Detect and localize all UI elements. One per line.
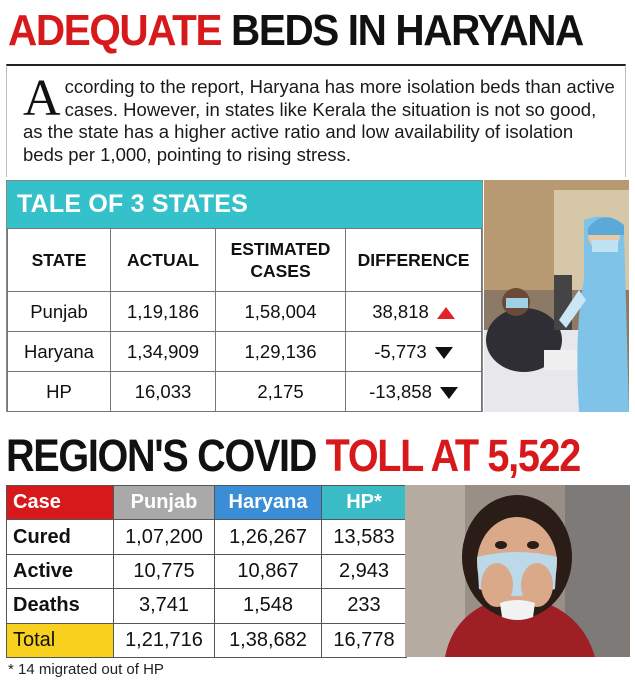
headline-beds-part2: BEDS IN HARYANA — [230, 6, 584, 55]
t2-haryana: 1,548 — [214, 588, 322, 624]
t1-estimated: 1,58,004 — [215, 291, 346, 332]
t2-punjab: 10,775 — [113, 553, 215, 590]
tale-of-3-states-table: TALE OF 3 STATES STATE ACTUAL ESTIMATED … — [6, 180, 483, 412]
black-down-triangle-icon — [439, 386, 458, 399]
t2-haryana: 1,38,682 — [214, 622, 322, 658]
t2-label: Cured — [6, 519, 114, 555]
t2-punjab: 1,07,200 — [113, 519, 215, 555]
t2-label: Active — [6, 553, 114, 590]
t2-hp: 2,943 — [321, 553, 407, 590]
headline-beds: ADEQUATE BEDS IN HARYANA — [8, 6, 584, 56]
t1-header-state: STATE — [7, 228, 111, 292]
headline-toll-part2: TOLL AT 5,522 — [325, 430, 582, 481]
child-with-mask-photo — [405, 485, 630, 657]
table-row: Deaths 3,741 1,548 233 — [6, 588, 407, 624]
t2-hp: 13,583 — [321, 519, 407, 555]
t2-label: Deaths — [6, 588, 114, 624]
t2-label-total: Total — [6, 622, 114, 658]
table-row: Punjab 1,19,186 1,58,004 38,818 — [7, 291, 482, 332]
table-row: Haryana 1,34,909 1,29,136 -5,773 — [7, 331, 482, 372]
t1-header-estimated: ESTIMATED CASES — [215, 228, 346, 292]
t2-header-haryana: Haryana — [214, 484, 322, 521]
t2-punjab: 1,21,716 — [113, 622, 215, 658]
t1-actual: 1,19,186 — [110, 291, 216, 332]
headline-toll-part1: REGION'S COVID — [6, 430, 317, 481]
t2-haryana: 1,26,267 — [214, 519, 322, 555]
red-up-triangle-icon — [436, 306, 455, 319]
intro-text: ccording to the report, Haryana has more… — [23, 76, 615, 165]
t1-estimated: 1,29,136 — [215, 331, 346, 372]
t1-difference: -13,858 — [369, 380, 432, 402]
t2-punjab: 3,741 — [113, 588, 215, 624]
t1-header-actual: ACTUAL — [110, 228, 216, 292]
t1-estimated: 2,175 — [215, 371, 346, 412]
t2-haryana: 10,867 — [214, 553, 322, 590]
t2-header-punjab: Punjab — [113, 484, 215, 521]
t2-header-case: Case — [6, 484, 114, 521]
table1-title: TALE OF 3 STATES — [7, 181, 482, 228]
t1-state: Haryana — [7, 331, 111, 372]
table-row: HP 16,033 2,175 -13,858 — [7, 371, 482, 412]
t1-difference-cell: 38,818 — [345, 291, 482, 332]
black-down-triangle-icon — [434, 346, 453, 359]
t1-actual: 1,34,909 — [110, 331, 216, 372]
covid-toll-table: Case Punjab Haryana HP* Cured 1,07,200 1… — [6, 484, 407, 658]
headline-beds-part1: ADEQUATE — [8, 6, 222, 55]
t1-state: Punjab — [7, 291, 111, 332]
hospital-patient-photo — [484, 180, 629, 412]
drop-cap: A — [23, 70, 61, 127]
t2-header-hp: HP* — [321, 484, 407, 521]
t1-difference: 38,818 — [372, 300, 429, 322]
t1-actual: 16,033 — [110, 371, 216, 412]
footnote: * 14 migrated out of HP — [8, 661, 164, 678]
headline-covid-toll: REGION'S COVID TOLL AT 5,522 — [6, 430, 581, 482]
table-row: Cured 1,07,200 1,26,267 13,583 — [6, 519, 407, 555]
t1-difference-cell: -13,858 — [345, 371, 482, 412]
table-row: Total 1,21,716 1,38,682 16,778 — [6, 622, 407, 658]
t2-hp: 233 — [321, 588, 407, 624]
t1-state: HP — [7, 371, 111, 412]
t1-difference-cell: -5,773 — [345, 331, 482, 372]
t1-difference: -5,773 — [374, 340, 427, 362]
intro-paragraph: A ccording to the report, Haryana has mo… — [6, 64, 626, 177]
table-row: Active 10,775 10,867 2,943 — [6, 553, 407, 590]
t1-header-difference: DIFFERENCE — [345, 228, 482, 292]
t2-hp: 16,778 — [321, 622, 407, 658]
